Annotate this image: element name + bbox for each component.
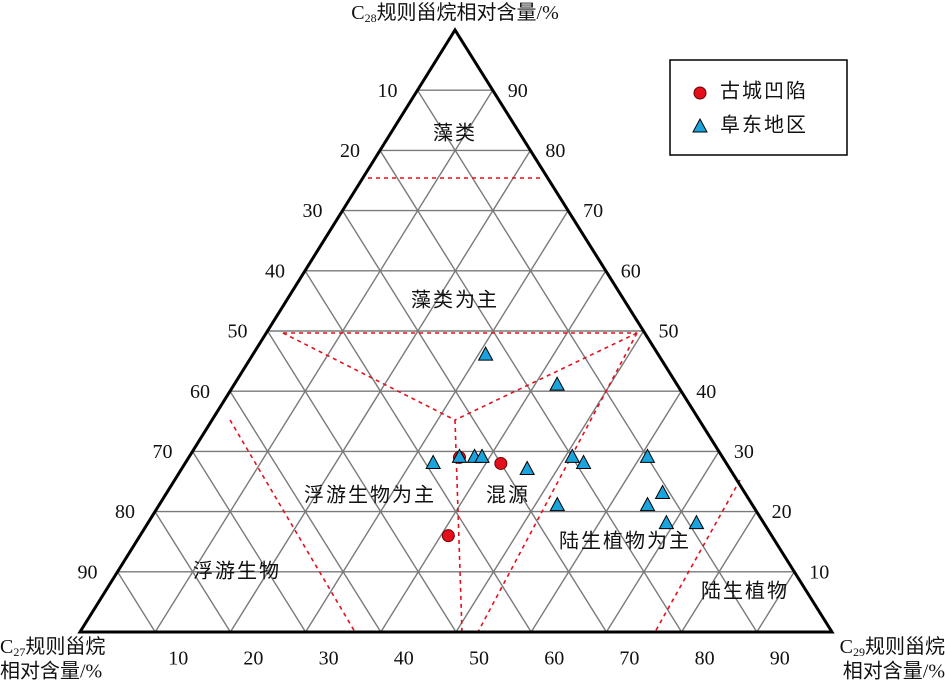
c27-tick-label: 50 <box>228 321 248 343</box>
c29-tick-label: 30 <box>319 648 339 670</box>
legend-marker <box>692 117 708 133</box>
data-point <box>549 376 565 391</box>
axis-title-part: C <box>840 636 853 658</box>
region-label: 浮游生物为主 <box>304 484 436 507</box>
grid-line <box>416 89 758 633</box>
region-label: 陆生植物为主 <box>559 530 691 553</box>
grid-line <box>681 511 758 633</box>
boundary-line <box>454 332 638 421</box>
boundaries <box>229 177 741 633</box>
data-point <box>425 454 441 469</box>
c27-tick-label: 90 <box>78 561 98 583</box>
c29-tick-label: 10 <box>168 648 188 670</box>
legend-label: 阜东地区 <box>720 114 808 137</box>
grid-line <box>530 390 682 633</box>
grid-line <box>455 330 645 633</box>
c27-tick-label: 20 <box>340 140 360 162</box>
c27-tick-label: 80 <box>115 501 135 523</box>
grid-line <box>341 210 607 633</box>
c29-tick-label: 50 <box>469 648 489 670</box>
grid-line <box>756 571 795 633</box>
axis-title: C27规则甾烷 <box>0 635 105 659</box>
data-point <box>494 456 508 470</box>
c28-tick-label: 70 <box>583 200 603 222</box>
c29-tick-label: 40 <box>394 648 414 670</box>
c29-tick-label: 20 <box>243 648 263 670</box>
c28-tick-label: 50 <box>659 321 679 343</box>
axis-title: C29规则甾烷 <box>840 635 945 659</box>
boundary-line <box>654 479 741 633</box>
triangle-frame <box>77 27 835 634</box>
boundary-line <box>477 332 638 633</box>
data-point <box>564 448 581 463</box>
axis-title-part: 规则甾烷 <box>865 635 945 658</box>
c27-tick-label: 70 <box>153 441 173 463</box>
region-label: 陆生植物 <box>701 580 789 603</box>
data-point <box>441 529 455 543</box>
grid-line <box>266 330 457 633</box>
axis-title-part: 规则甾烷 <box>25 635 105 658</box>
region-label: 浮游生物 <box>193 560 281 583</box>
axis-title: C28规则甾烷相对含量/% <box>351 1 559 25</box>
axis-title-line2: 相对含量/% <box>843 660 945 683</box>
c29-tick-label: 60 <box>544 648 564 670</box>
data-point <box>477 346 494 361</box>
boundary-line <box>229 419 356 633</box>
grid-line <box>305 210 569 633</box>
data-point <box>688 514 705 530</box>
c28-tick-label: 90 <box>508 80 528 102</box>
data-point <box>549 496 566 512</box>
legend-box <box>669 59 848 156</box>
boundary-line <box>282 332 456 421</box>
data-point <box>451 448 468 463</box>
grid-line <box>116 571 156 633</box>
c27-tick-label: 40 <box>265 260 285 282</box>
c27-tick-label: 10 <box>378 80 398 102</box>
c27-tick-label: 30 <box>303 200 323 222</box>
axis-title-part: 29 <box>853 645 865 659</box>
axis-title-line2: 相对含量/% <box>0 660 102 683</box>
data-point <box>575 454 592 469</box>
c28-tick-label: 30 <box>734 441 754 463</box>
axis-title-part: 28 <box>365 11 377 25</box>
grid-line <box>191 451 307 633</box>
grid-line <box>154 89 494 633</box>
data-point <box>654 484 671 500</box>
axis-title-part: C <box>351 2 364 24</box>
legend-marker <box>693 86 707 100</box>
data-point <box>658 514 675 530</box>
c28-tick-label: 60 <box>621 260 641 282</box>
data-point <box>639 448 656 463</box>
c29-tick-label: 80 <box>695 648 715 670</box>
region-label: 藻类 <box>433 122 477 145</box>
axis-title-part: C <box>0 636 13 658</box>
axis-title-part: 规则甾烷相对含量/% <box>377 1 559 24</box>
c28-tick-label: 80 <box>545 140 565 162</box>
axis-title-part: 27 <box>13 645 25 659</box>
c29-tick-label: 90 <box>770 648 790 670</box>
c27-tick-label: 60 <box>190 381 210 403</box>
grid-line <box>605 451 720 633</box>
c28-tick-label: 20 <box>772 501 792 523</box>
legend-label: 古城凹陷 <box>720 80 808 103</box>
data-point <box>519 460 536 475</box>
c28-tick-label: 10 <box>809 561 829 583</box>
grid-line <box>229 150 531 633</box>
region-label: 混源 <box>486 484 530 507</box>
c29-tick-label: 70 <box>619 648 639 670</box>
c28-tick-label: 40 <box>696 381 716 403</box>
region-label: 藻类为主 <box>411 289 499 312</box>
data-point <box>474 448 490 463</box>
data-point <box>639 496 656 512</box>
grid-line <box>380 270 607 633</box>
